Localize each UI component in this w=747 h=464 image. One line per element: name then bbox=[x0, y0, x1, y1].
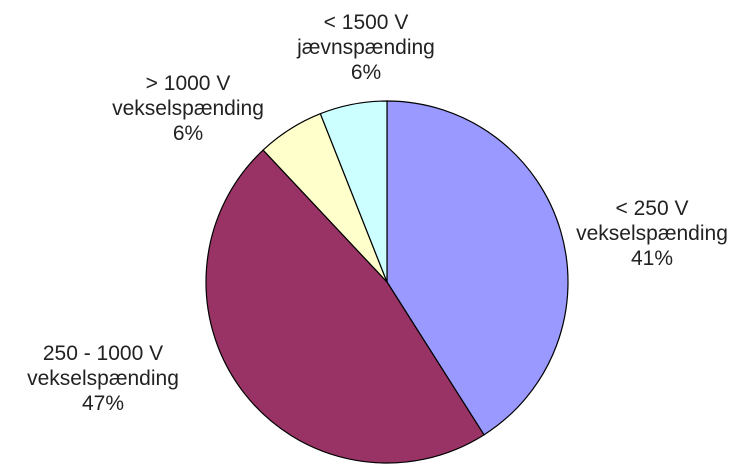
pie-slice-1 bbox=[205, 149, 485, 464]
slice-label-2-line-1: vekselspænding bbox=[112, 97, 264, 120]
slice-label-3-line-1: jævnspænding bbox=[296, 36, 435, 59]
slice-label-2-line-0: > 1000 V bbox=[146, 72, 231, 95]
pie-slice-3 bbox=[319, 100, 388, 283]
pie-slices bbox=[205, 100, 569, 464]
slice-label-1-line-1: vekselspænding bbox=[27, 367, 179, 390]
slice-value-label-1: 47% bbox=[82, 392, 124, 415]
slice-value-label-0: 41% bbox=[631, 247, 673, 270]
slice-label-3-line-0: < 1500 V bbox=[324, 11, 409, 34]
slice-value-label-2: 6% bbox=[173, 122, 203, 145]
slice-label-1-line-0: 250 - 1000 V bbox=[43, 342, 163, 365]
slice-value-label-3: 6% bbox=[351, 61, 381, 84]
pie-slice-0 bbox=[386, 100, 569, 436]
slice-label-0-line-1: vekselspænding bbox=[576, 222, 728, 245]
slice-label-0-line-0: < 250 V bbox=[616, 197, 689, 220]
